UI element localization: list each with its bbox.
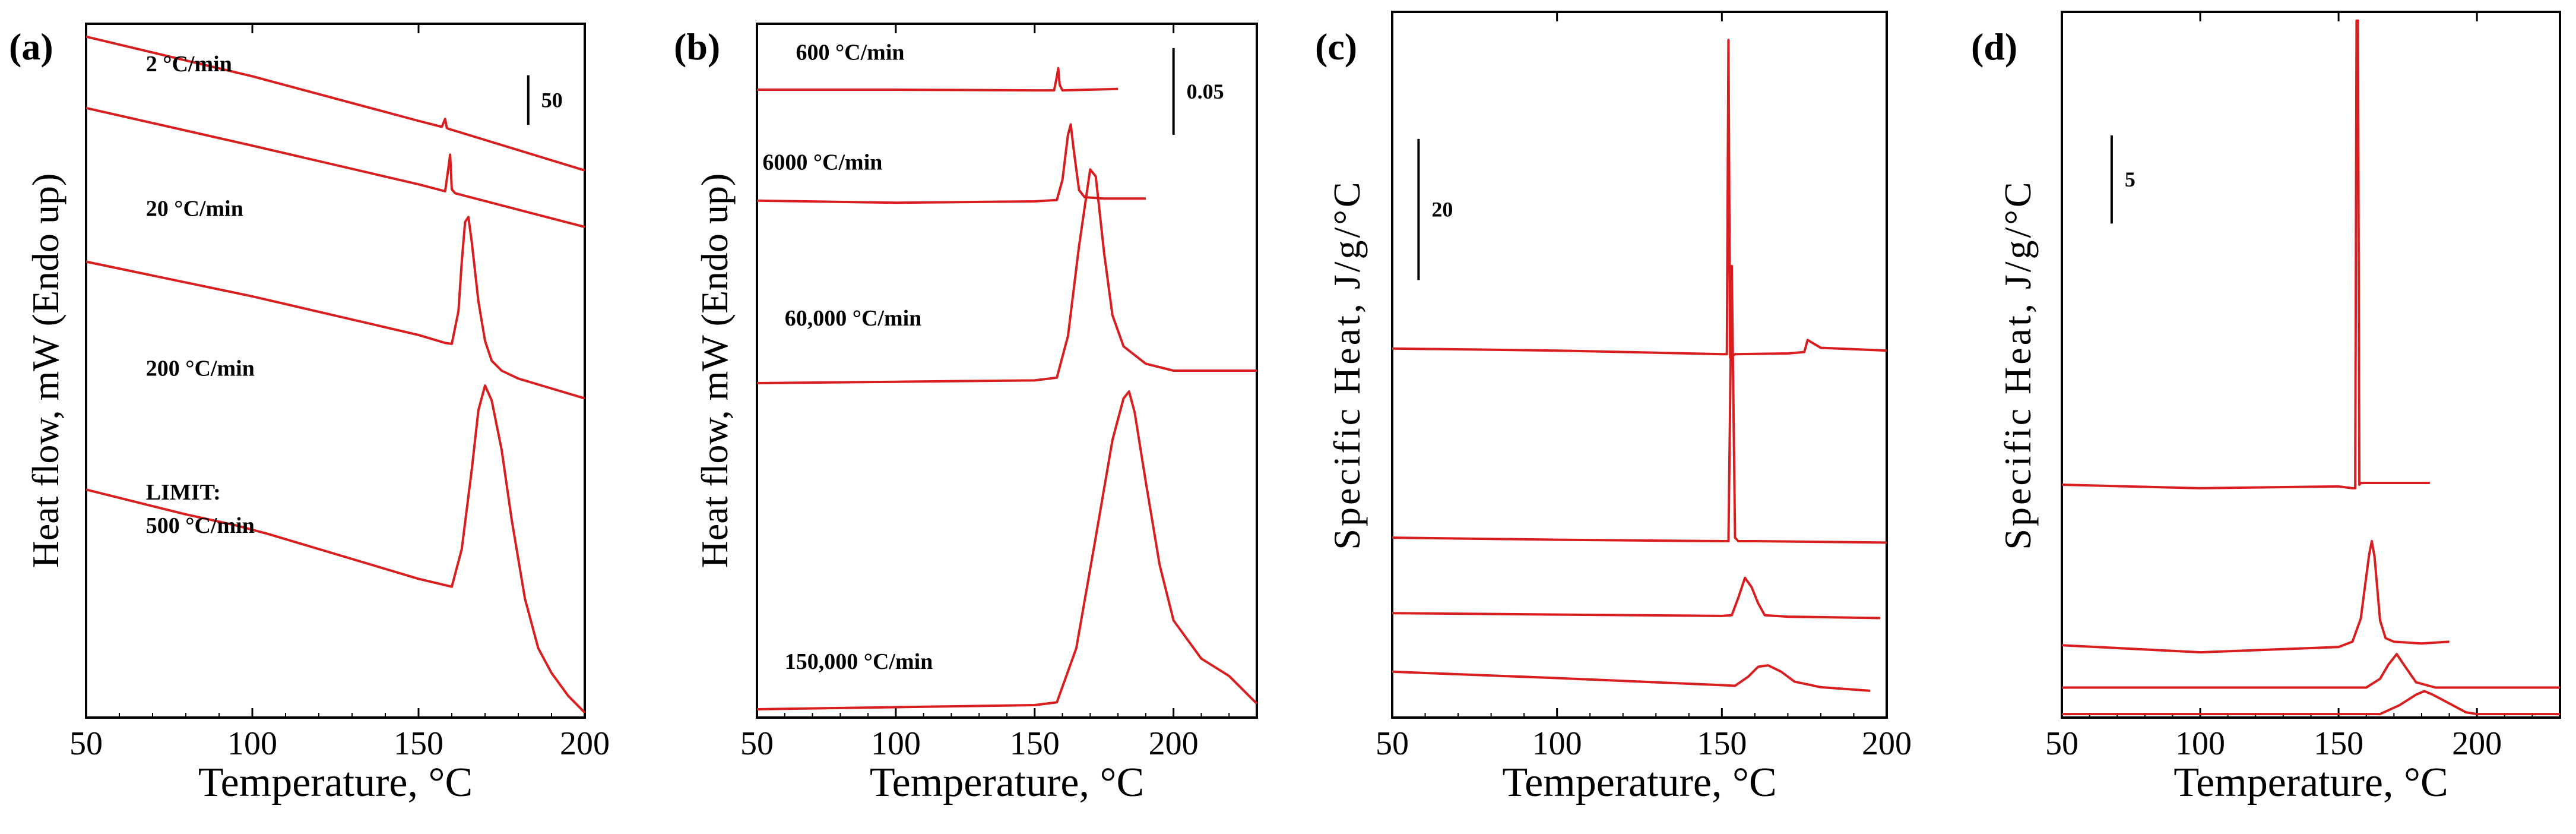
series-line: [756, 123, 1146, 204]
series-line: [2061, 540, 2450, 654]
x-tick-label: 50: [2045, 725, 2078, 762]
x-tick-label: 50: [740, 725, 774, 762]
series-label: 20 °C/min: [146, 197, 243, 222]
x-tick-label: 200: [560, 725, 610, 762]
series-line: [85, 216, 585, 400]
panel-label: (c): [1315, 26, 1357, 68]
series-line: [2061, 19, 2430, 489]
x-axis-label: Temperature, °C: [870, 760, 1144, 805]
x-tick-label: 100: [227, 725, 277, 762]
y-axis-label: Heat flow, mW (Endo up): [693, 173, 736, 568]
x-axis-label: Temperature, °C: [1502, 760, 1776, 805]
x-tick-label: 150: [394, 725, 443, 762]
x-tick-label: 150: [1697, 725, 1747, 762]
panel-label: (b): [674, 26, 720, 68]
scale-bar-label: 5: [2125, 168, 2135, 191]
y-axis-label: Heat flow, mW (Endo up): [24, 173, 66, 568]
y-axis-label: Specific Heat, J/g/°C: [1997, 179, 2039, 549]
panel-label: (d): [1971, 26, 2017, 68]
series-line: [1392, 576, 1880, 620]
x-tick-label: 150: [1010, 725, 1060, 762]
x-tick-label: 100: [2175, 725, 2225, 762]
series-label: 600 °C/min: [796, 40, 904, 65]
scale-bar-label: 20: [1431, 198, 1453, 222]
series-label: 2 °C/min: [146, 52, 232, 77]
x-tick-label: 200: [1149, 725, 1199, 762]
series-label: 200 °C/min: [146, 356, 255, 381]
x-axis-label: Temperature, °C: [2173, 760, 2448, 805]
series-line: [85, 35, 585, 172]
x-axis-label: Temperature, °C: [198, 760, 473, 805]
plot-frame: [85, 23, 586, 719]
x-tick-label: 50: [69, 725, 103, 762]
series-line: [756, 390, 1258, 710]
panel-c: 50 100 150 200 Temperature, °C Specific Heat,…: [1315, 11, 1912, 805]
series-line: [85, 106, 585, 229]
series-line: [1392, 39, 1887, 359]
y-axis-label: Specific Heat, J/g/°C: [1326, 179, 1368, 549]
series-label: 6000 °C/min: [762, 150, 882, 175]
series-label: 150,000 °C/min: [785, 649, 933, 674]
series-line: [2062, 690, 2560, 716]
x-tick-label: 200: [2452, 725, 2502, 762]
panel-label: (a): [9, 26, 53, 68]
panel-a: 50 100 150 200 Temperature, °C Heat flow, mW …: [9, 23, 610, 805]
x-tick-label: 100: [871, 725, 921, 762]
series-label: 60,000 °C/min: [785, 306, 922, 331]
x-tick-label: 50: [1376, 725, 1409, 762]
series-line: [85, 384, 586, 714]
scale-bar-label: 0.05: [1187, 80, 1224, 103]
series-label: 500 °C/min: [146, 513, 255, 538]
series-label: LIMIT:: [146, 480, 221, 505]
series-line: [757, 67, 1119, 92]
series-line: [2062, 653, 2560, 689]
series-line: [1392, 664, 1871, 692]
plot-frame: [1391, 11, 1888, 719]
x-tick-label: 150: [2314, 725, 2363, 762]
x-tick-label: 100: [1532, 725, 1582, 762]
x-tick-label: 200: [1862, 725, 1912, 762]
plot-frame: [2061, 11, 2561, 719]
series-line: [756, 168, 1257, 384]
scale-bar-label: 50: [541, 88, 563, 112]
series-line: [1392, 264, 1887, 544]
